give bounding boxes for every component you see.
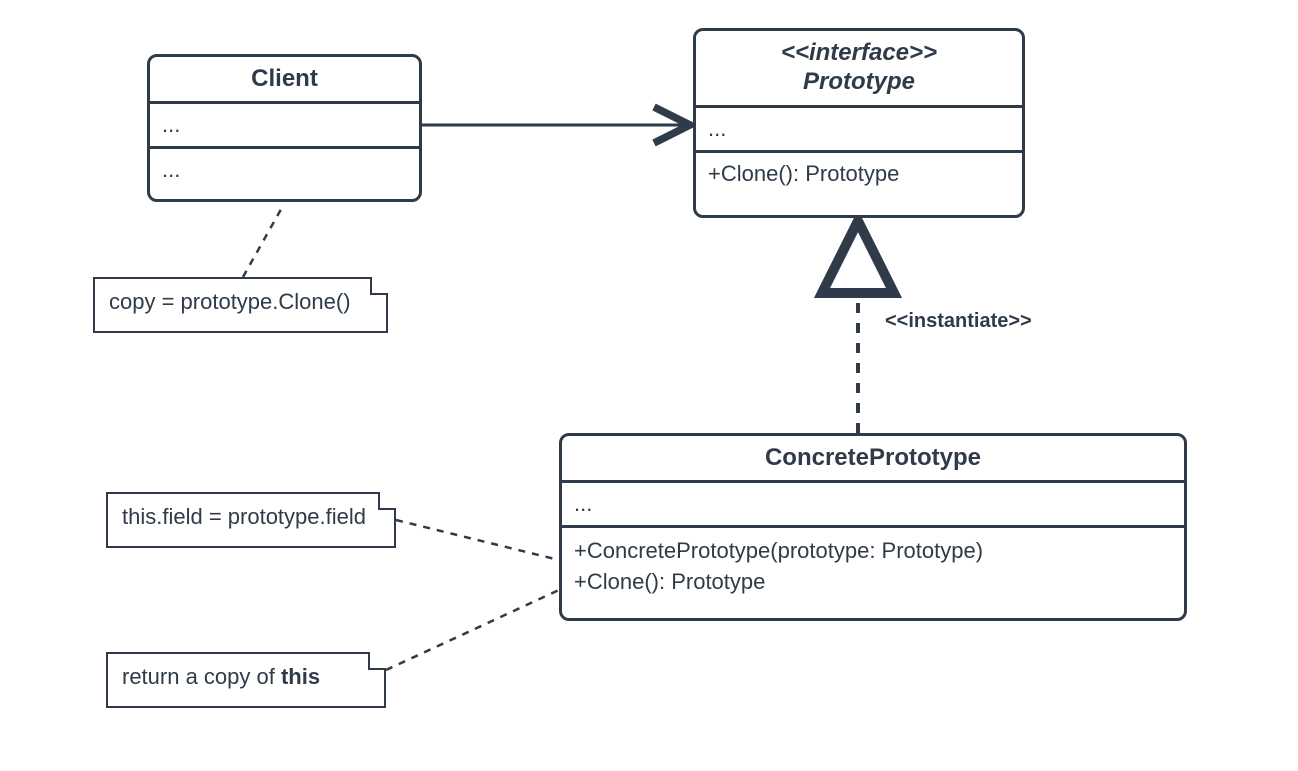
- class-concrete-prototype: ConcretePrototype ... +ConcretePrototype…: [559, 433, 1187, 621]
- edge-label-instantiate: <<instantiate>>: [885, 310, 1032, 333]
- note-fold-icon: [378, 492, 396, 510]
- note-field-assign: this.field = prototype.field: [106, 492, 396, 548]
- client-methods: ...: [150, 146, 419, 191]
- note-return-copy: return a copy of this: [106, 652, 386, 708]
- note-fold-icon: [370, 277, 388, 295]
- prototype-title-block: <<interface>> Prototype: [696, 31, 1022, 105]
- edge-note1: [243, 204, 284, 277]
- note1-text: copy = prototype.Clone(): [109, 289, 351, 314]
- note-clone-call: copy = prototype.Clone(): [93, 277, 388, 333]
- client-title: Client: [150, 57, 419, 101]
- prototype-attributes: ...: [696, 105, 1022, 150]
- concrete-method2: +Clone(): Prototype: [574, 569, 765, 594]
- class-client: Client ... ...: [147, 54, 422, 202]
- edge-note3: [386, 590, 559, 670]
- note2-text: this.field = prototype.field: [122, 504, 366, 529]
- note3-text-bold: this: [281, 664, 320, 689]
- edge-note2: [396, 520, 559, 560]
- concrete-attributes: ...: [562, 480, 1184, 525]
- concrete-title: ConcretePrototype: [562, 436, 1184, 480]
- concrete-method1: +ConcretePrototype(prototype: Prototype): [574, 538, 983, 563]
- class-prototype: <<interface>> Prototype ... +Clone(): Pr…: [693, 28, 1025, 218]
- prototype-name: Prototype: [803, 68, 915, 95]
- uml-diagram: Client ... ... <<interface>> Prototype .…: [0, 0, 1298, 771]
- note-fold-icon: [368, 652, 386, 670]
- concrete-methods: +ConcretePrototype(prototype: Prototype)…: [562, 525, 1184, 606]
- note3-text-prefix: return a copy of: [122, 664, 281, 689]
- prototype-methods: +Clone(): Prototype: [696, 150, 1022, 195]
- prototype-stereotype: <<interface>>: [781, 39, 937, 66]
- client-attributes: ...: [150, 101, 419, 146]
